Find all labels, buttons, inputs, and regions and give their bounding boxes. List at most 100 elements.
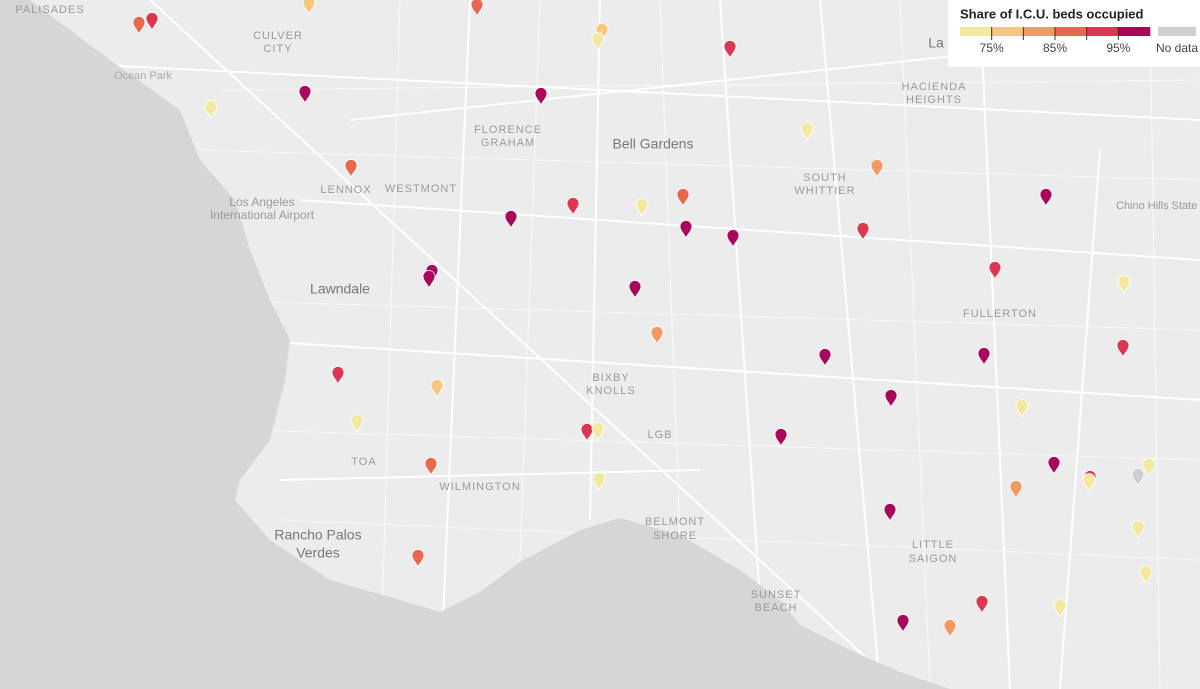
hospital-marker[interactable] bbox=[800, 122, 814, 142]
ocean bbox=[0, 0, 950, 689]
hospital-marker[interactable] bbox=[1009, 480, 1023, 500]
place-label: Verdes bbox=[296, 545, 340, 561]
no-data-label: No data bbox=[1156, 41, 1198, 55]
hospital-marker[interactable] bbox=[1131, 468, 1145, 488]
hospital-marker[interactable] bbox=[1139, 565, 1153, 585]
hospital-marker[interactable] bbox=[1131, 520, 1145, 540]
hospital-marker[interactable] bbox=[883, 503, 897, 523]
place-label: SUNSET bbox=[751, 589, 802, 601]
place-label: Lawndale bbox=[310, 281, 370, 297]
legend-title: Share of I.C.U. beds occupied bbox=[960, 6, 1144, 21]
hospital-marker[interactable] bbox=[884, 389, 898, 409]
place-label: KNOLLS bbox=[586, 385, 635, 397]
place-label: International Airport bbox=[210, 208, 315, 222]
hospital-marker[interactable] bbox=[350, 414, 364, 434]
hospital-marker[interactable] bbox=[204, 100, 218, 120]
place-label: Ocean Park bbox=[114, 70, 173, 82]
hospital-marker[interactable] bbox=[975, 595, 989, 615]
place-label: WILMINGTON bbox=[439, 481, 520, 493]
hospital-marker[interactable] bbox=[580, 423, 594, 443]
hospital-marker[interactable] bbox=[723, 40, 737, 60]
hospital-marker[interactable] bbox=[298, 85, 312, 105]
hospital-marker[interactable] bbox=[430, 379, 444, 399]
place-label: LENNOX bbox=[320, 184, 371, 196]
place-label: CITY bbox=[263, 43, 292, 55]
legend-swatch bbox=[1086, 27, 1119, 36]
place-label: La bbox=[928, 35, 944, 51]
hospital-marker[interactable] bbox=[676, 188, 690, 208]
hospital-marker[interactable] bbox=[145, 12, 159, 32]
place-label: BEACH bbox=[755, 602, 798, 614]
place-label: SAIGON bbox=[909, 553, 958, 565]
hospital-marker[interactable] bbox=[591, 422, 605, 442]
hospital-marker[interactable] bbox=[679, 220, 693, 240]
place-label: LGB bbox=[647, 429, 672, 441]
hospital-marker[interactable] bbox=[470, 0, 484, 18]
place-label: Chino Hills State bbox=[1116, 200, 1197, 212]
place-label: FLORENCE bbox=[474, 124, 542, 136]
hospital-marker[interactable] bbox=[1117, 275, 1131, 295]
hospital-marker[interactable] bbox=[726, 229, 740, 249]
legend-tick-label: 85% bbox=[1043, 41, 1067, 55]
hospital-marker[interactable] bbox=[1082, 473, 1096, 493]
place-label: Rancho Palos bbox=[274, 527, 361, 543]
hospital-marker[interactable] bbox=[774, 428, 788, 448]
place-labels: PALISADES CULVER CITY Ocean Park Los Ang… bbox=[15, 4, 1197, 614]
place-label: TOA bbox=[351, 456, 376, 468]
place-label: GRAHAM bbox=[481, 137, 535, 149]
hospital-marker[interactable] bbox=[856, 222, 870, 242]
hospital-marker[interactable] bbox=[422, 270, 436, 290]
place-label: CULVER bbox=[253, 30, 303, 42]
hospital-marker[interactable] bbox=[818, 348, 832, 368]
place-label: SOUTH bbox=[803, 172, 847, 184]
hospital-marker[interactable] bbox=[988, 261, 1002, 281]
hospital-marker[interactable] bbox=[1053, 599, 1067, 619]
place-label: BELMONT bbox=[645, 516, 705, 528]
hospital-marker[interactable] bbox=[566, 197, 580, 217]
hospital-marker[interactable] bbox=[424, 457, 438, 477]
place-label: WHITTIER bbox=[794, 185, 855, 197]
hospital-marker[interactable] bbox=[411, 549, 425, 569]
hospital-marker[interactable] bbox=[132, 16, 146, 36]
hospital-marker[interactable] bbox=[344, 159, 358, 179]
place-label: SHORE bbox=[653, 530, 697, 542]
hospital-marker[interactable] bbox=[635, 198, 649, 218]
place-label: WESTMONT bbox=[385, 183, 457, 195]
hospital-markers bbox=[132, 0, 1156, 639]
place-label: Los Angeles bbox=[229, 195, 294, 209]
hospital-marker[interactable] bbox=[331, 366, 345, 386]
hospital-marker[interactable] bbox=[504, 210, 518, 230]
legend-swatch bbox=[991, 27, 1024, 36]
hospital-marker[interactable] bbox=[1047, 456, 1061, 476]
legend-swatch bbox=[1023, 27, 1056, 36]
hospital-marker[interactable] bbox=[1142, 458, 1156, 478]
legend: Share of I.C.U. beds occupied No data 75… bbox=[948, 0, 1200, 67]
hospital-marker[interactable] bbox=[943, 619, 957, 639]
place-label: Bell Gardens bbox=[613, 136, 694, 152]
hospital-marker[interactable] bbox=[977, 347, 991, 367]
place-label: PALISADES bbox=[15, 4, 84, 16]
hospital-marker[interactable] bbox=[1015, 399, 1029, 419]
place-label: HACIENDA bbox=[902, 81, 967, 93]
place-label: LITTLE bbox=[912, 539, 954, 551]
hospital-marker[interactable] bbox=[870, 159, 884, 179]
legend-tick-label: 95% bbox=[1106, 41, 1130, 55]
hospital-marker[interactable] bbox=[534, 87, 548, 107]
hospital-marker[interactable] bbox=[896, 614, 910, 634]
legend-swatch bbox=[960, 27, 992, 36]
hospital-marker[interactable] bbox=[650, 326, 664, 346]
hospital-marker[interactable] bbox=[1039, 188, 1053, 208]
place-label: HEIGHTS bbox=[906, 94, 962, 106]
legend-swatch bbox=[1118, 27, 1151, 36]
hospital-marker[interactable] bbox=[592, 472, 606, 492]
place-label: BIXBY bbox=[592, 372, 629, 384]
hospital-marker[interactable] bbox=[302, 0, 316, 16]
hospital-marker[interactable] bbox=[591, 32, 605, 52]
no-data-swatch bbox=[1158, 27, 1196, 36]
hospital-marker[interactable] bbox=[628, 280, 642, 300]
place-label: FULLERTON bbox=[963, 308, 1037, 320]
legend-tick-label: 75% bbox=[980, 41, 1004, 55]
hospital-marker[interactable] bbox=[1116, 339, 1130, 359]
